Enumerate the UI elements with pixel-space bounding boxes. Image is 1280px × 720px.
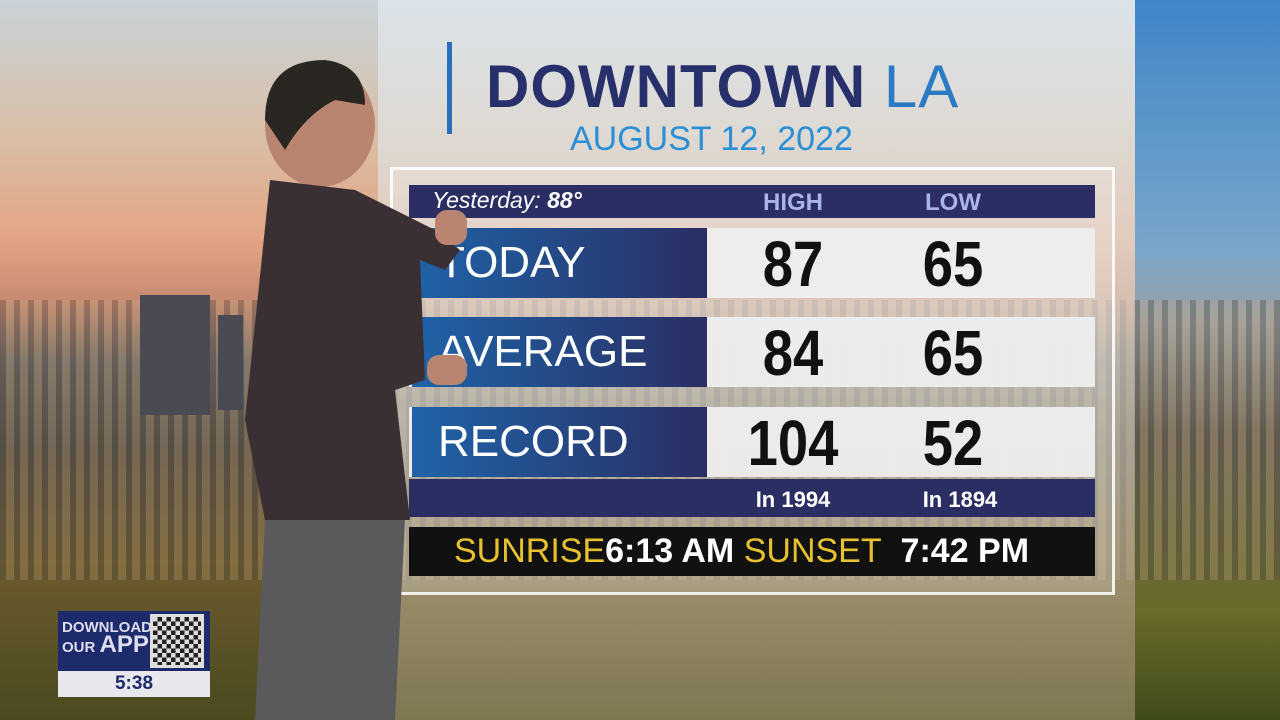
sunset-label: SUNSET	[743, 532, 882, 570]
yesterday-temp: Yesterday: 88°	[432, 187, 582, 214]
date-label: AUGUST 12, 2022	[570, 120, 853, 158]
table-row-average: AVERAGE 84 65	[409, 317, 1095, 389]
skyscraper	[140, 295, 210, 415]
table-row-today: TODAY 87 65	[409, 228, 1095, 300]
skyscraper	[218, 315, 243, 410]
location-suffix: LA	[883, 53, 960, 120]
title-accent-bar	[447, 42, 452, 134]
high-value: 87	[762, 228, 824, 300]
column-header-low: LOW	[925, 189, 981, 216]
yesterday-label: Yesterday:	[432, 187, 541, 213]
clock-time: 5:38	[58, 671, 210, 697]
column-header-high: HIGH	[763, 189, 823, 216]
download-app-promo[interactable]: DOWNLOAD OUR APP 5:38	[58, 611, 210, 697]
qr-code-icon[interactable]	[150, 614, 204, 668]
page-title: DOWNTOWN LA	[486, 52, 959, 121]
yesterday-value: 88°	[547, 187, 582, 213]
promo-line2: OUR	[62, 639, 96, 656]
location-name: DOWNTOWN	[486, 53, 867, 120]
promo-line3: APP	[99, 631, 149, 658]
record-years-bar	[409, 479, 1095, 517]
sun-times-bar: SUNRISE6:13 AM SUNSET 7:42 PM	[409, 527, 1095, 576]
promo-line1: DOWNLOAD	[62, 619, 152, 636]
low-value: 65	[922, 317, 984, 389]
sunrise-label: SUNRISE	[454, 532, 606, 570]
low-value: 65	[922, 228, 984, 300]
table-header	[409, 185, 1095, 218]
sunset-time: 7:42 PM	[900, 532, 1030, 570]
record-low-year: In 1894	[922, 487, 998, 512]
record-high-year: In 1994	[755, 487, 831, 512]
row-label: RECORD	[412, 407, 707, 477]
sunrise-time: 6:13 AM	[605, 532, 735, 570]
presenter-figure	[245, 60, 467, 720]
table-row-record: RECORD 104 52	[409, 407, 1095, 479]
background-sky-right	[1135, 0, 1280, 720]
low-value: 52	[922, 407, 984, 479]
high-value: 84	[762, 317, 824, 389]
high-value: 104	[747, 407, 839, 479]
